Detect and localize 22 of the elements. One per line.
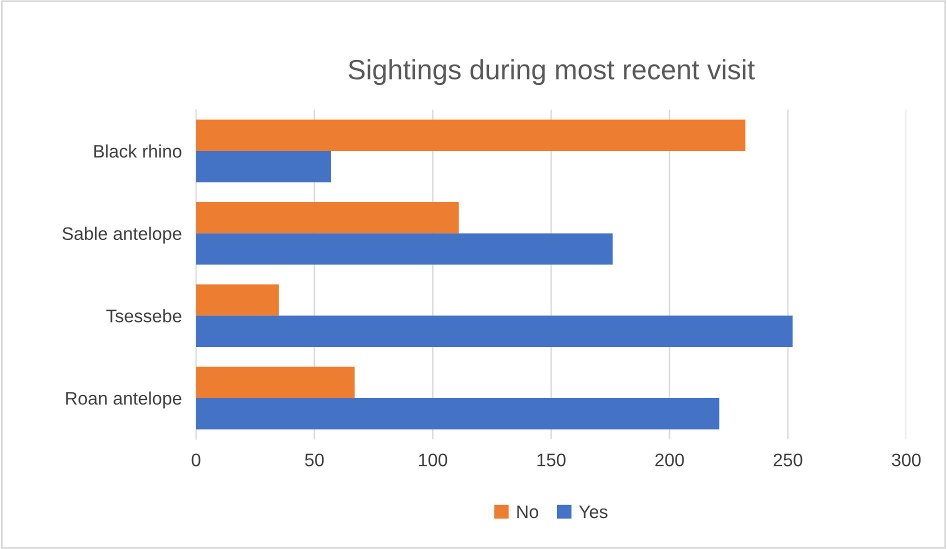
y-tick-label: Roan antelope xyxy=(66,391,182,408)
x-tick-label: 250 xyxy=(774,454,802,466)
bar xyxy=(196,316,793,347)
legend-label: Yes xyxy=(579,506,608,518)
chart-title: Sightings during most recent visit xyxy=(348,59,755,86)
x-tick-label: 50 xyxy=(305,454,324,466)
x-tick-label: 300 xyxy=(892,454,921,466)
x-tick-label: 0 xyxy=(192,454,200,466)
x-tick-label: 200 xyxy=(655,454,684,466)
x-tick-label: 150 xyxy=(537,454,566,466)
legend-label: No xyxy=(517,506,538,518)
y-tick-label: Black rhino xyxy=(94,144,182,158)
y-tick-label: Tsessebe xyxy=(106,309,182,322)
bar xyxy=(196,202,459,234)
bar xyxy=(196,120,746,151)
bar xyxy=(196,398,720,430)
x-tick-label: 100 xyxy=(419,454,448,466)
bar xyxy=(196,150,331,182)
bar xyxy=(196,233,613,265)
y-tick-label: Sable antelope xyxy=(62,226,182,244)
bar xyxy=(196,284,279,316)
bar xyxy=(196,366,355,398)
